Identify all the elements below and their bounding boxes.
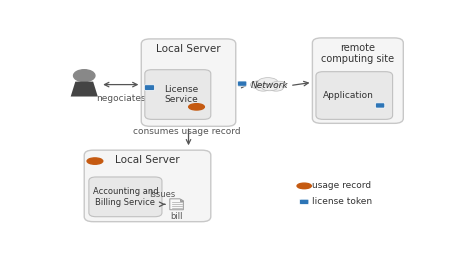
Polygon shape [179, 199, 183, 201]
Circle shape [73, 70, 95, 82]
FancyBboxPatch shape [145, 70, 210, 119]
Text: Network: Network [250, 82, 288, 91]
Ellipse shape [270, 81, 286, 88]
Ellipse shape [269, 85, 283, 91]
FancyBboxPatch shape [84, 150, 210, 222]
Text: Application: Application [322, 91, 373, 100]
Ellipse shape [188, 104, 204, 110]
Text: usage record: usage record [312, 181, 371, 190]
Text: consumes usage record: consumes usage record [133, 127, 240, 136]
Ellipse shape [87, 158, 102, 164]
Ellipse shape [256, 85, 270, 91]
Text: negociates: negociates [96, 94, 146, 102]
Ellipse shape [297, 183, 311, 189]
FancyBboxPatch shape [315, 72, 392, 119]
FancyBboxPatch shape [144, 85, 154, 90]
FancyBboxPatch shape [141, 39, 235, 126]
Ellipse shape [250, 81, 267, 89]
Text: remote
computing site: remote computing site [320, 43, 393, 64]
FancyBboxPatch shape [375, 103, 384, 108]
Text: bill: bill [170, 212, 182, 221]
Text: license token: license token [312, 197, 372, 206]
FancyBboxPatch shape [89, 177, 162, 217]
Polygon shape [169, 199, 183, 210]
Text: Local Server: Local Server [156, 44, 220, 54]
Text: License
Service: License Service [164, 85, 198, 104]
Text: Local Server: Local Server [115, 155, 179, 165]
Ellipse shape [261, 84, 277, 91]
Text: Accounting and
Billing Service: Accounting and Billing Service [92, 187, 158, 207]
Ellipse shape [257, 78, 277, 86]
FancyBboxPatch shape [312, 38, 403, 123]
Text: Issues: Issues [149, 190, 175, 199]
FancyBboxPatch shape [299, 199, 308, 204]
FancyBboxPatch shape [237, 81, 246, 86]
Polygon shape [71, 82, 98, 96]
